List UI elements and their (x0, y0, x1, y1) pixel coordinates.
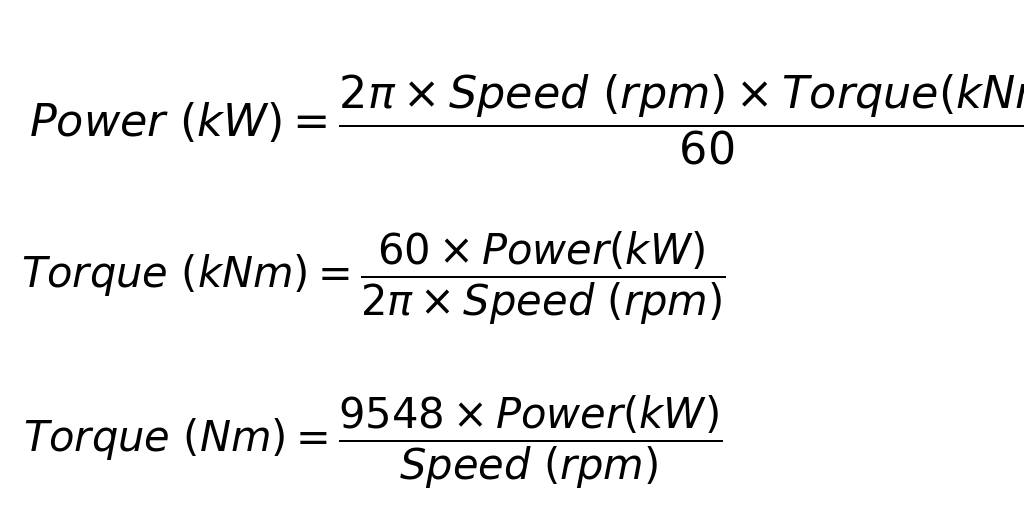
Text: $\mathit{Torque\ (Nm)} = \dfrac{9548 \times \mathit{Power(kW)}}{\mathit{Speed\ (: $\mathit{Torque\ (Nm)} = \dfrac{9548 \ti… (24, 394, 722, 491)
Text: $\mathit{Torque\ (kNm)} = \dfrac{60 \times \mathit{Power(kW)}}{2\pi \times \math: $\mathit{Torque\ (kNm)} = \dfrac{60 \tim… (20, 230, 725, 327)
Text: $\mathit{Power\ (kW)} = \dfrac{2\pi \times \mathit{Speed\ (rpm)} \times \mathit{: $\mathit{Power\ (kW)} = \dfrac{2\pi \tim… (29, 72, 1024, 167)
